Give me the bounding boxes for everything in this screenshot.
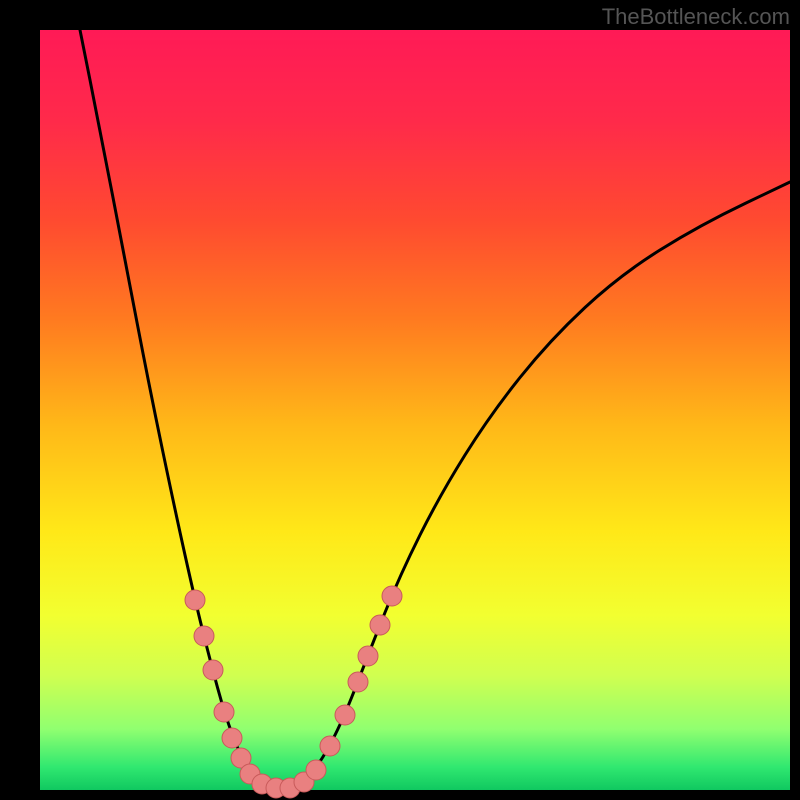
bottleneck-chart: [0, 0, 800, 800]
data-point: [214, 702, 234, 722]
data-point: [185, 590, 205, 610]
watermark-text: TheBottleneck.com: [602, 4, 790, 30]
data-point: [320, 736, 340, 756]
data-point: [348, 672, 368, 692]
plot-background: [40, 30, 790, 790]
data-point: [203, 660, 223, 680]
data-point: [194, 626, 214, 646]
data-point: [335, 705, 355, 725]
data-point: [358, 646, 378, 666]
data-point: [370, 615, 390, 635]
data-point: [306, 760, 326, 780]
data-point: [222, 728, 242, 748]
data-point: [382, 586, 402, 606]
